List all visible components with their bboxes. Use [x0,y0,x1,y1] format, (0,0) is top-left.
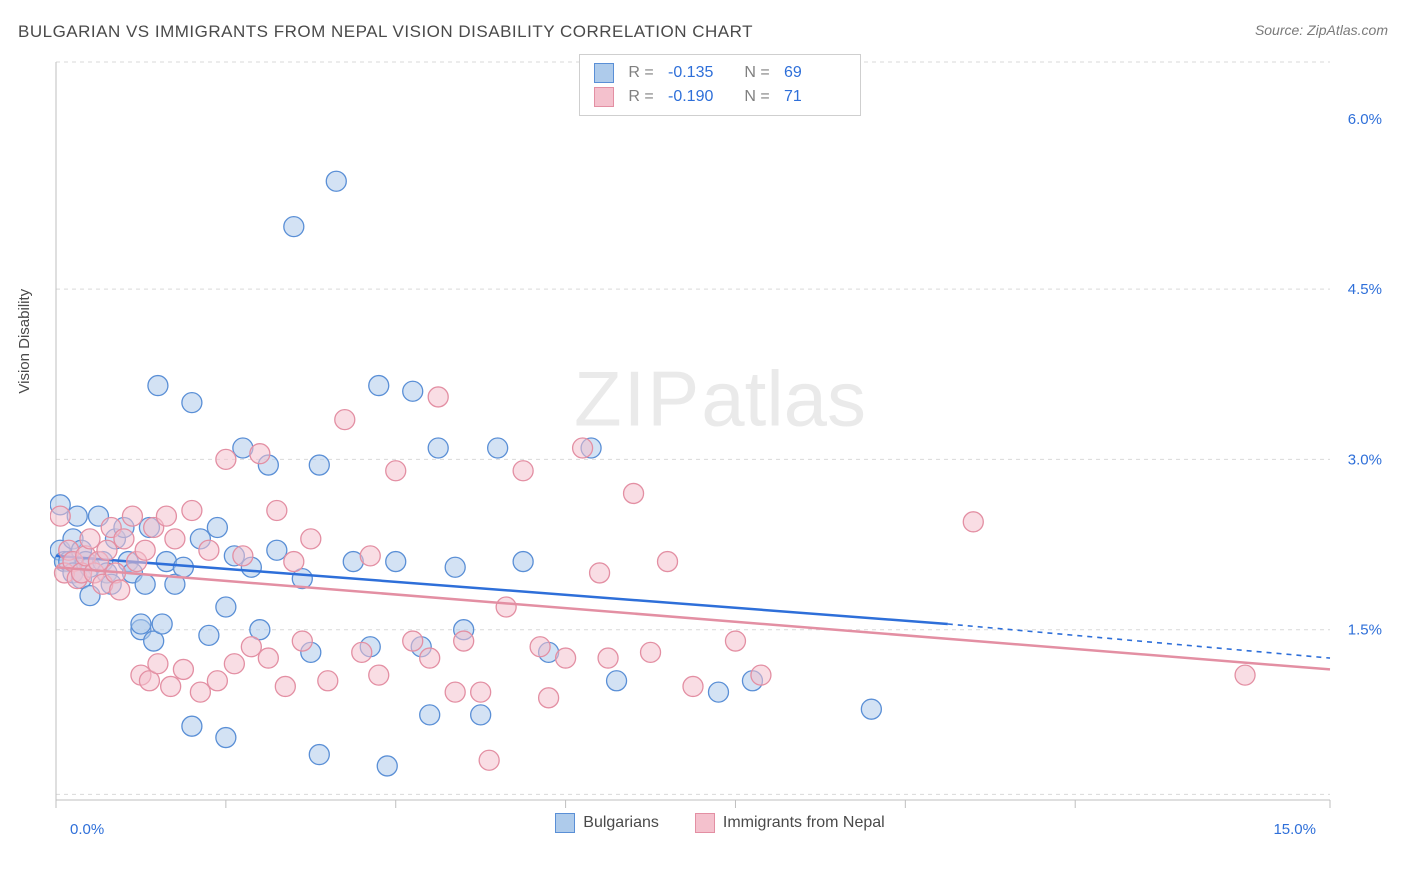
scatter-plot: 1.5%3.0%4.5%6.0%0.0%15.0% [50,56,1390,836]
svg-text:4.5%: 4.5% [1348,281,1382,298]
chart-title: BULGARIAN VS IMMIGRANTS FROM NEPAL VISIO… [18,22,753,41]
chart-area: Vision Disability 1.5%3.0%4.5%6.0%0.0%15… [50,56,1390,836]
series-legend: Bulgarians Immigrants from Nepal [50,813,1390,838]
chart-header: BULGARIAN VS IMMIGRANTS FROM NEPAL VISIO… [18,22,1388,50]
chart-source: Source: ZipAtlas.com [1255,22,1388,38]
y-axis-label: Vision Disability [16,289,33,394]
legend-swatch [555,813,575,833]
legend-swatch [594,63,614,83]
svg-text:1.5%: 1.5% [1348,622,1382,639]
legend-swatch [695,813,715,833]
legend-row: R =-0.190 N =71 [594,85,846,109]
legend-swatch [594,87,614,107]
legend-row: R =-0.135 N =69 [594,61,846,85]
svg-text:3.0%: 3.0% [1348,451,1382,468]
legend-item: Bulgarians [555,813,659,833]
legend-item: Immigrants from Nepal [695,813,885,833]
svg-text:6.0%: 6.0% [1348,111,1382,128]
correlation-legend: R =-0.135 N =69 R =-0.190 N =71 [579,54,861,116]
